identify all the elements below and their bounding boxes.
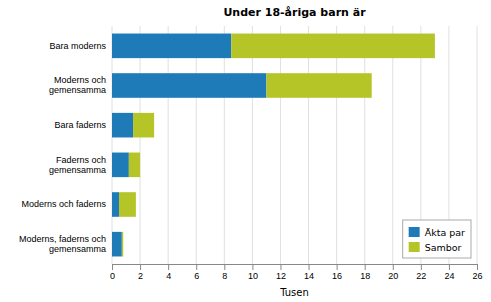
plot: 02468101214161820222426Moderns, faderns …	[19, 26, 483, 281]
legend-swatch	[409, 227, 420, 237]
x-tick: 8	[222, 264, 227, 281]
bar	[112, 73, 266, 98]
y-tick: Moderns, faderns ochgemensamma	[19, 234, 106, 254]
x-tick-mark	[449, 264, 450, 270]
x-tick-mark	[337, 264, 338, 270]
x-tick: 18	[360, 264, 370, 281]
grid-line	[224, 26, 225, 264]
legend-frame	[403, 220, 471, 258]
x-tick-label: 18	[360, 271, 370, 281]
x-tick-mark	[280, 264, 281, 270]
x-tick: 26	[472, 264, 482, 281]
y-axis: Moderns, faderns ochgemensamma Moderns oc…	[19, 41, 107, 254]
legend-label: Sambor	[425, 242, 462, 253]
y-tick: Moderns ochgemensamma	[49, 75, 106, 95]
bar	[133, 113, 154, 138]
bar	[112, 153, 129, 178]
grid-line	[308, 26, 309, 264]
y-tick-label: Moderns ochgemensamma	[49, 75, 106, 95]
grid-line	[168, 26, 169, 264]
x-axis-line	[113, 265, 478, 271]
chart: 02468101214161820222426Moderns, faderns …	[0, 0, 491, 302]
y-tick-label: Moderns, faderns ochgemensamma	[19, 234, 106, 254]
grid-line	[140, 26, 141, 264]
x-tick: 24	[444, 264, 454, 281]
bar	[112, 232, 122, 257]
x-tick-label: 2	[138, 271, 143, 281]
x-tick-mark	[140, 264, 141, 270]
x-tick-mark	[252, 264, 253, 270]
x-tick: 10	[248, 264, 258, 281]
x-tick-mark	[393, 264, 394, 270]
grid-line	[196, 26, 197, 264]
bars	[112, 34, 435, 257]
x-tick-label: 6	[194, 271, 199, 281]
x-tick-label: 4	[166, 271, 171, 281]
grid-line	[364, 26, 365, 264]
grid-line	[336, 26, 337, 264]
grid	[112, 26, 477, 264]
x-tick-label: 10	[248, 271, 258, 281]
grid-line	[392, 26, 393, 264]
x-tick-mark	[421, 264, 422, 270]
series	[119, 34, 435, 257]
x-tick-label: 16	[332, 271, 342, 281]
y-tick-label: Faderns ochgemensamma	[49, 155, 106, 175]
x-tick: 6	[194, 264, 199, 281]
bar	[129, 153, 140, 178]
legend-label: Äkta par	[425, 227, 465, 238]
bar	[112, 113, 133, 138]
y-tick: Bara moderns	[49, 41, 106, 51]
x-tick-label: 14	[304, 271, 314, 281]
series	[112, 34, 266, 257]
x-tick-mark	[309, 264, 310, 270]
y-tick: Faderns ochgemensamma	[49, 155, 106, 175]
x-tick-label: 8	[222, 271, 227, 281]
x-tick-mark	[196, 264, 197, 270]
x-tick-mark	[224, 264, 225, 270]
x-tick-mark	[112, 264, 113, 270]
legend-item: Sambor	[409, 242, 462, 253]
x-tick-label: 26	[472, 271, 482, 281]
x-tick-label: 24	[444, 271, 454, 281]
y-tick-label: Moderns och faderns	[21, 199, 106, 209]
x-tick: 0	[110, 264, 115, 281]
x-tick-mark	[477, 264, 478, 270]
x-tick-label: 20	[388, 271, 398, 281]
bar	[231, 34, 435, 59]
x-tick: 4	[166, 264, 171, 281]
grid-line	[112, 26, 113, 264]
legend: Äkta par Sambor	[403, 220, 471, 258]
grid-line	[280, 26, 281, 264]
x-tick-mark	[365, 264, 366, 270]
bar	[122, 232, 123, 257]
y-tick-label: Bara moderns	[49, 41, 106, 51]
y-tick-label: Bara faderns	[54, 120, 106, 130]
bar	[112, 34, 231, 59]
legend-item: Äkta par	[409, 227, 465, 238]
x-tick: 14	[304, 264, 314, 281]
x-axis: 02468101214161820222426	[110, 264, 483, 281]
title: Under 18-åriga barn är	[223, 6, 366, 19]
bar	[119, 192, 136, 217]
x-axis-title: Tusen	[279, 287, 309, 298]
bar	[112, 192, 119, 217]
x-tick: 20	[388, 264, 398, 281]
grid-line	[477, 26, 478, 264]
grid-line	[252, 26, 253, 264]
x-tick: 16	[332, 264, 342, 281]
x-tick: 2	[138, 264, 143, 281]
bar	[266, 73, 371, 98]
x-tick-label: 12	[276, 271, 286, 281]
x-tick-mark	[168, 264, 169, 270]
y-tick: Bara faderns	[54, 120, 106, 130]
x-tick: 22	[416, 264, 426, 281]
legend-swatch	[409, 242, 420, 252]
y-tick: Moderns och faderns	[21, 199, 106, 209]
x-tick-label: 0	[110, 271, 115, 281]
x-tick: 12	[276, 264, 286, 281]
x-tick-label: 22	[416, 271, 426, 281]
